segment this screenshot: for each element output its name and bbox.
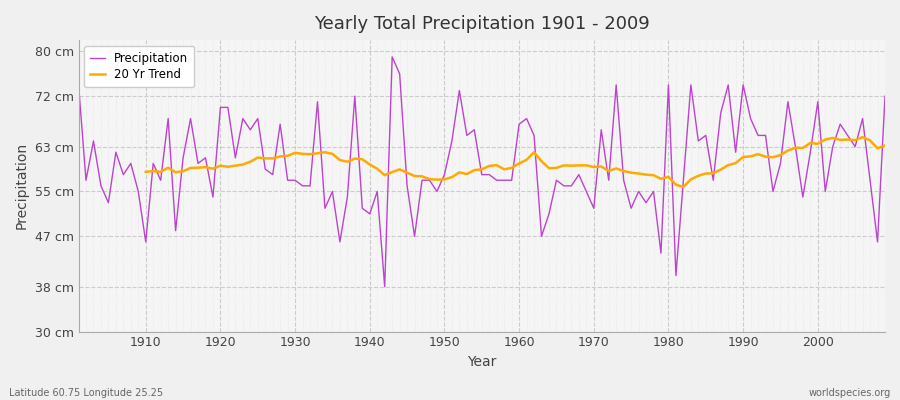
20 Yr Trend xyxy=(857,135,868,140)
Precipitation xyxy=(297,184,308,188)
20 Yr Trend xyxy=(140,170,151,174)
20 Yr Trend xyxy=(580,163,591,168)
Legend: Precipitation, 20 Yr Trend: Precipitation, 20 Yr Trend xyxy=(85,46,194,87)
Line: 20 Yr Trend: 20 Yr Trend xyxy=(146,137,885,187)
Line: Precipitation: Precipitation xyxy=(78,57,885,287)
20 Yr Trend xyxy=(283,154,293,158)
20 Yr Trend xyxy=(312,151,323,156)
Precipitation xyxy=(521,116,532,121)
Precipitation xyxy=(342,195,353,200)
Precipitation xyxy=(879,94,890,98)
Title: Yearly Total Precipitation 1901 - 2009: Yearly Total Precipitation 1901 - 2009 xyxy=(314,15,650,33)
Text: Latitude 60.75 Longitude 25.25: Latitude 60.75 Longitude 25.25 xyxy=(9,388,163,398)
20 Yr Trend xyxy=(521,157,532,162)
Precipitation xyxy=(528,133,539,138)
Text: worldspecies.org: worldspecies.org xyxy=(809,388,891,398)
20 Yr Trend xyxy=(850,138,860,142)
X-axis label: Year: Year xyxy=(467,355,497,369)
Precipitation xyxy=(618,178,629,183)
Precipitation xyxy=(379,284,390,289)
Precipitation xyxy=(73,82,84,87)
20 Yr Trend xyxy=(678,184,688,189)
Precipitation xyxy=(387,54,398,59)
20 Yr Trend xyxy=(827,136,838,140)
20 Yr Trend xyxy=(879,143,890,148)
Y-axis label: Precipitation: Precipitation xyxy=(15,142,29,230)
Precipitation xyxy=(133,189,144,194)
